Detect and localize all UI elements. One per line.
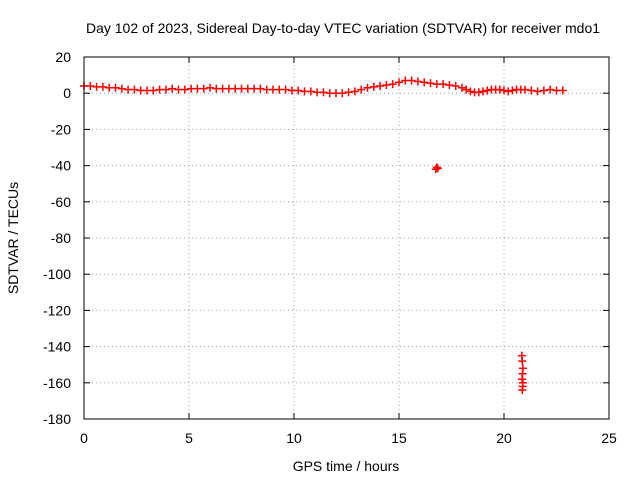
y-axis-label: SDTVAR / TECUs <box>5 182 21 294</box>
data-point <box>369 82 378 91</box>
data-point <box>420 78 429 87</box>
data-points <box>80 76 567 395</box>
data-point <box>86 81 95 90</box>
data-point <box>527 86 536 95</box>
data-point <box>376 81 385 90</box>
chart-title: Day 102 of 2023, Sidereal Day-to-day VTE… <box>86 20 600 36</box>
data-point <box>433 164 442 173</box>
data-point <box>439 80 448 89</box>
data-point <box>338 89 347 98</box>
data-point <box>350 87 359 96</box>
data-point <box>546 85 555 94</box>
x-tick-label: 25 <box>601 430 617 446</box>
data-point <box>98 82 107 91</box>
data-point <box>458 83 466 92</box>
data-point <box>518 386 527 395</box>
data-point <box>117 84 126 93</box>
data-point <box>539 86 548 95</box>
data-point <box>363 83 372 92</box>
data-point <box>474 88 483 97</box>
data-point <box>495 85 504 94</box>
data-point <box>413 77 422 86</box>
data-point <box>508 86 517 95</box>
y-tick-label: 20 <box>55 49 71 65</box>
y-tick-label: -80 <box>51 230 71 246</box>
data-point <box>180 85 189 94</box>
y-axis-ticks: 20 0 -20 -40 -60 -80 -100 -120 -140 -160 -180 <box>43 49 609 427</box>
data-point <box>451 81 460 90</box>
y-tick-label: -40 <box>51 158 71 174</box>
y-tick-label: -180 <box>43 411 71 427</box>
data-point <box>479 87 487 96</box>
y-tick-label: -120 <box>43 302 71 318</box>
data-point <box>130 85 139 94</box>
y-tick-label: -100 <box>43 266 71 282</box>
data-point <box>199 84 208 93</box>
x-tick-label: 15 <box>391 430 407 446</box>
data-point <box>168 84 177 93</box>
data-point <box>426 79 435 88</box>
data-point <box>357 85 366 94</box>
data-point <box>395 78 403 87</box>
data-point <box>462 85 471 94</box>
x-axis-label: GPS time / hours <box>293 458 400 474</box>
x-axis-ticks: 0 5 10 15 20 25 <box>80 57 617 446</box>
data-point <box>518 375 527 384</box>
data-point <box>294 86 303 95</box>
data-point <box>533 87 542 96</box>
data-point <box>161 85 170 94</box>
y-tick-label: -20 <box>51 121 71 137</box>
grid-lines <box>84 57 609 419</box>
data-point <box>521 85 529 94</box>
data-point <box>518 357 527 366</box>
plot-frame <box>83 56 610 420</box>
y-tick-label: -140 <box>43 339 71 355</box>
data-point <box>206 83 214 92</box>
data-point <box>483 86 492 95</box>
data-point <box>344 88 353 97</box>
y-tick-label: -160 <box>43 375 71 391</box>
y-tick-label: -60 <box>51 194 71 210</box>
data-point <box>319 88 328 97</box>
data-point <box>382 81 391 90</box>
data-point <box>445 81 454 90</box>
data-point <box>281 85 290 94</box>
data-point <box>407 76 416 85</box>
x-tick-label: 5 <box>185 430 193 446</box>
data-point <box>504 87 513 96</box>
data-point <box>111 83 120 92</box>
x-tick-label: 20 <box>496 430 512 446</box>
data-point <box>306 87 315 96</box>
x-tick-label: 10 <box>286 430 302 446</box>
data-point <box>149 86 158 95</box>
x-tick-label: 0 <box>80 430 88 446</box>
data-point <box>558 86 567 95</box>
data-point <box>466 87 475 96</box>
y-tick-label: 0 <box>63 85 71 101</box>
data-point <box>388 80 397 89</box>
data-point <box>256 84 265 93</box>
data-point <box>432 163 441 172</box>
data-point <box>500 86 508 95</box>
